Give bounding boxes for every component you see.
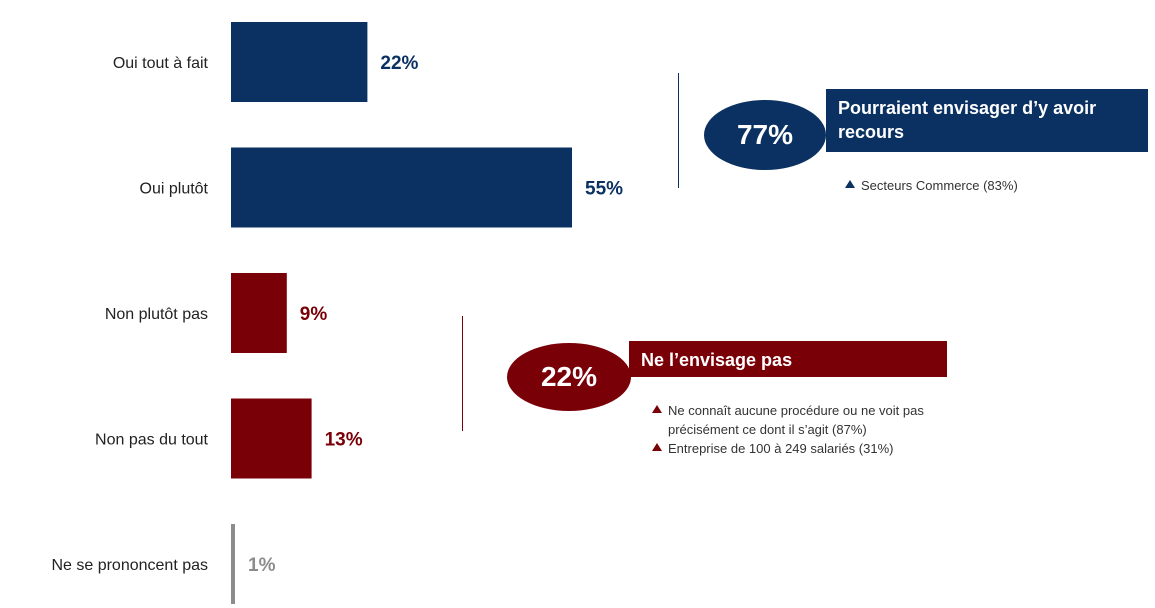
negative-note-text-2: Entreprise de 100 à 249 salariés (31%) bbox=[668, 440, 894, 456]
category-label-3: Non pas du tout bbox=[95, 432, 209, 449]
positive-notes: Secteurs Commerce (83%) bbox=[845, 177, 1105, 196]
negative-bracket-line bbox=[462, 316, 463, 431]
negative-notes: Ne connaît aucune procédure ou ne voit p… bbox=[652, 402, 942, 459]
bar-0 bbox=[231, 22, 368, 102]
positive-summary-label: Pourraient envisager d’y avoir recours bbox=[838, 98, 1097, 143]
negative-summary-value: 22% bbox=[540, 361, 598, 392]
value-label-4: 1% bbox=[248, 555, 276, 576]
negative-summary-label: Ne l’envisage pas bbox=[641, 350, 793, 370]
bar-4 bbox=[231, 524, 235, 604]
value-label-1: 55% bbox=[585, 179, 623, 200]
value-label-2: 9% bbox=[300, 304, 328, 325]
category-label-1: Oui plutôt bbox=[140, 181, 209, 198]
bar-2 bbox=[231, 273, 287, 353]
positive-summary-value: 77% bbox=[736, 119, 794, 150]
positive-summary-banner: Pourraient envisager d’y avoir recours bbox=[826, 89, 1148, 152]
negative-summary-banner: Ne l’envisage pas bbox=[629, 341, 947, 377]
bar-3 bbox=[231, 398, 312, 479]
value-label-3: 13% bbox=[325, 430, 363, 451]
negative-note-text-1: Ne connaît aucune procédure ou ne voit p… bbox=[668, 403, 924, 437]
positive-note-text: Secteurs Commerce (83%) bbox=[861, 178, 1018, 193]
negative-note-1: Ne connaît aucune procédure ou ne voit p… bbox=[652, 402, 942, 440]
bar-1 bbox=[231, 147, 572, 228]
positive-note: Secteurs Commerce (83%) bbox=[845, 177, 1105, 196]
up-triangle-icon bbox=[652, 442, 662, 451]
category-label-4: Ne se prononcent pas bbox=[51, 557, 208, 574]
negative-summary-oval: 22% bbox=[507, 343, 631, 411]
category-label-0: Oui tout à fait bbox=[113, 55, 209, 72]
positive-summary-oval: 77% bbox=[704, 100, 826, 170]
up-triangle-icon bbox=[845, 180, 855, 188]
positive-bracket-line bbox=[678, 73, 679, 188]
category-label-2: Non plutôt pas bbox=[105, 306, 208, 323]
up-triangle-icon bbox=[652, 405, 662, 413]
value-label-0: 22% bbox=[380, 53, 418, 74]
negative-note-2: Entreprise de 100 à 249 salariés (31%) bbox=[652, 440, 942, 459]
